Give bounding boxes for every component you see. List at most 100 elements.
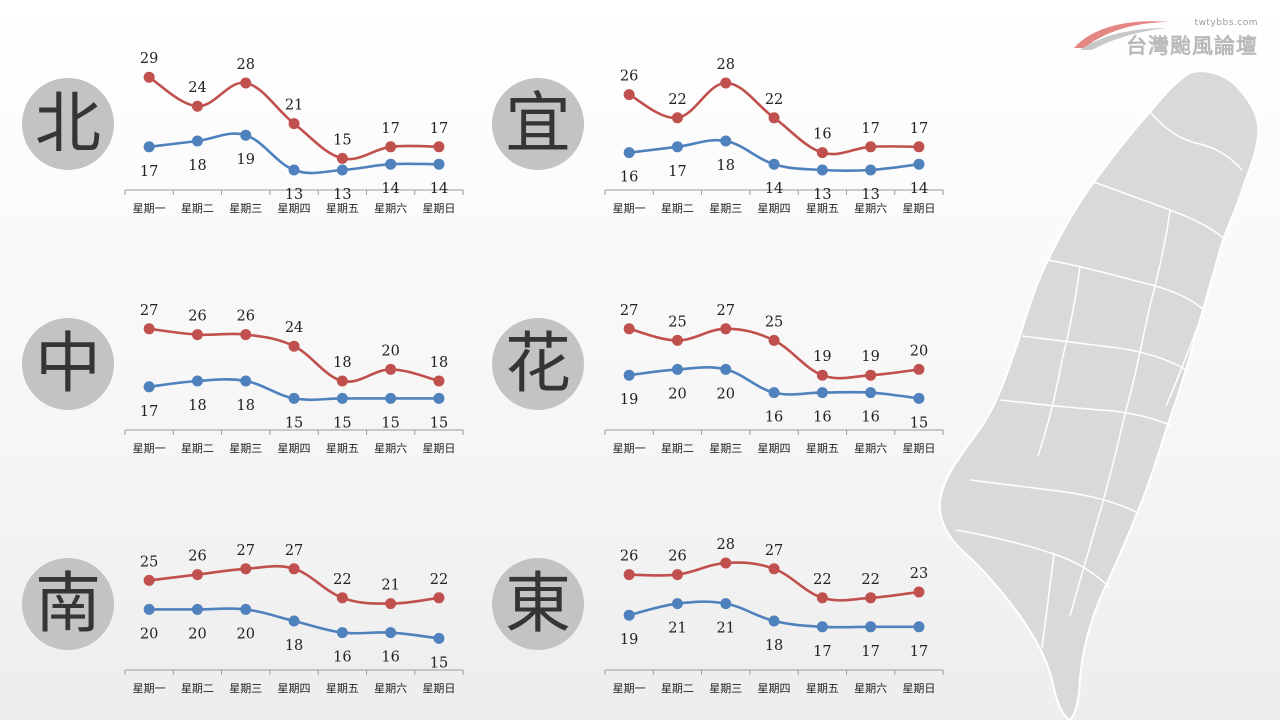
low-temp-label: 18 (188, 398, 206, 414)
low-temp-label: 20 (188, 626, 206, 642)
site-logo[interactable]: twtybbs.com 台灣颱風論壇 (1070, 8, 1270, 58)
high-temp-point (336, 375, 348, 387)
low-temp-point (768, 615, 780, 627)
low-temp-point (816, 164, 828, 176)
low-temp-point (720, 598, 732, 610)
low-temp-point (720, 135, 732, 147)
low-temp-label: 14 (381, 181, 399, 197)
region-badge: 南 (22, 558, 114, 650)
low-temp-label: 16 (765, 410, 783, 426)
low-temp-label: 18 (237, 398, 255, 414)
low-temp-label: 15 (285, 415, 303, 431)
temperature-chart-north: 星期一 星期二 星期三 星期四 星期五 星期六 星期日 29 24 28 21 15 17 17 17 18 1… (124, 51, 464, 215)
low-temp-point (816, 387, 828, 399)
low-temp-point (865, 621, 877, 633)
high-temp-label: 25 (140, 554, 158, 570)
x-tick-label: 星期三 (709, 442, 742, 455)
low-temp-point (816, 621, 828, 633)
low-temp-label: 17 (910, 644, 928, 660)
high-temp-label: 21 (381, 578, 399, 594)
logo-name: 台灣颱風論壇 (1126, 34, 1258, 58)
high-temp-point (143, 574, 155, 586)
logo-swoosh-icon (1074, 21, 1170, 50)
low-temp-label: 16 (813, 410, 831, 426)
x-tick-label: 星期一 (133, 442, 166, 455)
low-temp-label: 20 (237, 626, 255, 642)
low-temp-point (623, 609, 635, 621)
low-temp-point (240, 375, 252, 387)
low-temp-point (433, 392, 445, 404)
low-temp-point (288, 615, 300, 627)
x-tick-label: 星期一 (133, 202, 166, 215)
high-temp-point (768, 112, 780, 124)
high-temp-point (385, 363, 397, 375)
high-temp-point (336, 152, 348, 164)
x-tick-label: 星期四 (758, 202, 791, 215)
high-temp-label: 22 (813, 572, 831, 588)
high-temp-point (433, 141, 445, 153)
high-temp-point (720, 323, 732, 335)
high-temp-label: 26 (620, 549, 638, 565)
low-temp-point (191, 375, 203, 387)
high-temp-label: 22 (861, 572, 879, 588)
high-temp-point (816, 592, 828, 604)
low-temp-label: 20 (717, 386, 735, 402)
low-temp-point (433, 632, 445, 644)
high-temp-label: 27 (717, 303, 735, 319)
low-temp-label: 18 (717, 158, 735, 174)
high-temp-label: 25 (765, 314, 783, 330)
high-temp-point (623, 569, 635, 581)
high-temp-label: 27 (765, 543, 783, 559)
x-tick-label: 星期三 (229, 442, 262, 455)
high-temp-point (433, 375, 445, 387)
high-temp-point (288, 340, 300, 352)
high-temp-point (385, 598, 397, 610)
high-temp-point (865, 141, 877, 153)
region-panel-north: 北 星期一 星期二 星期三 星期四 星期五 星期六 星期日 29 24 28 21 15 17 17 17 1… (20, 30, 490, 230)
high-temp-label: 22 (430, 572, 448, 588)
x-tick-label: 星期四 (278, 202, 311, 215)
low-temp-label: 13 (285, 187, 303, 203)
high-temp-label: 27 (237, 543, 255, 559)
high-temp-label: 21 (285, 98, 303, 114)
high-temp-point (143, 323, 155, 335)
low-temp-point (240, 129, 252, 141)
low-temp-point (143, 381, 155, 393)
x-tick-label: 星期三 (229, 202, 262, 215)
low-temp-label: 13 (813, 187, 831, 203)
low-temp-point (336, 627, 348, 639)
high-temp-label: 22 (333, 572, 351, 588)
low-temp-point (913, 621, 925, 633)
low-temp-point (385, 392, 397, 404)
temperature-chart-hualien: 星期一 星期二 星期三 星期四 星期五 星期六 星期日 27 25 27 25 19 19 20 19 20 2… (604, 303, 944, 455)
high-temp-point (768, 334, 780, 346)
high-temp-point (191, 329, 203, 341)
high-temp-label: 20 (910, 343, 928, 359)
region-panel-central: 中 星期一 星期二 星期三 星期四 星期五 星期六 星期日 27 26 26 24 18 20 18 17 1… (20, 270, 490, 470)
low-temp-label: 16 (333, 650, 351, 666)
high-temp-label: 27 (285, 543, 303, 559)
region-badge: 中 (22, 318, 114, 410)
high-temp-point (336, 592, 348, 604)
x-tick-label: 星期五 (326, 682, 359, 695)
region-badge: 北 (22, 78, 114, 170)
low-temp-label: 15 (910, 415, 928, 431)
high-temp-point (191, 569, 203, 581)
high-temp-point (240, 329, 252, 341)
high-temp-label: 18 (333, 355, 351, 371)
low-temp-label: 17 (668, 164, 686, 180)
high-temp-label: 28 (717, 57, 735, 73)
region-badge-label: 東 (505, 565, 571, 642)
region-badge: 宜 (492, 78, 584, 170)
low-temp-label: 18 (285, 638, 303, 654)
high-temp-point (385, 141, 397, 153)
high-temp-point (240, 563, 252, 575)
x-tick-label: 星期一 (613, 682, 646, 695)
high-temp-point (720, 557, 732, 569)
x-tick-label: 星期日 (422, 442, 455, 455)
high-temp-label: 24 (188, 80, 206, 96)
x-tick-label: 星期二 (181, 682, 214, 695)
low-temp-point (768, 387, 780, 399)
low-temp-point (385, 627, 397, 639)
high-temp-label: 26 (188, 549, 206, 565)
